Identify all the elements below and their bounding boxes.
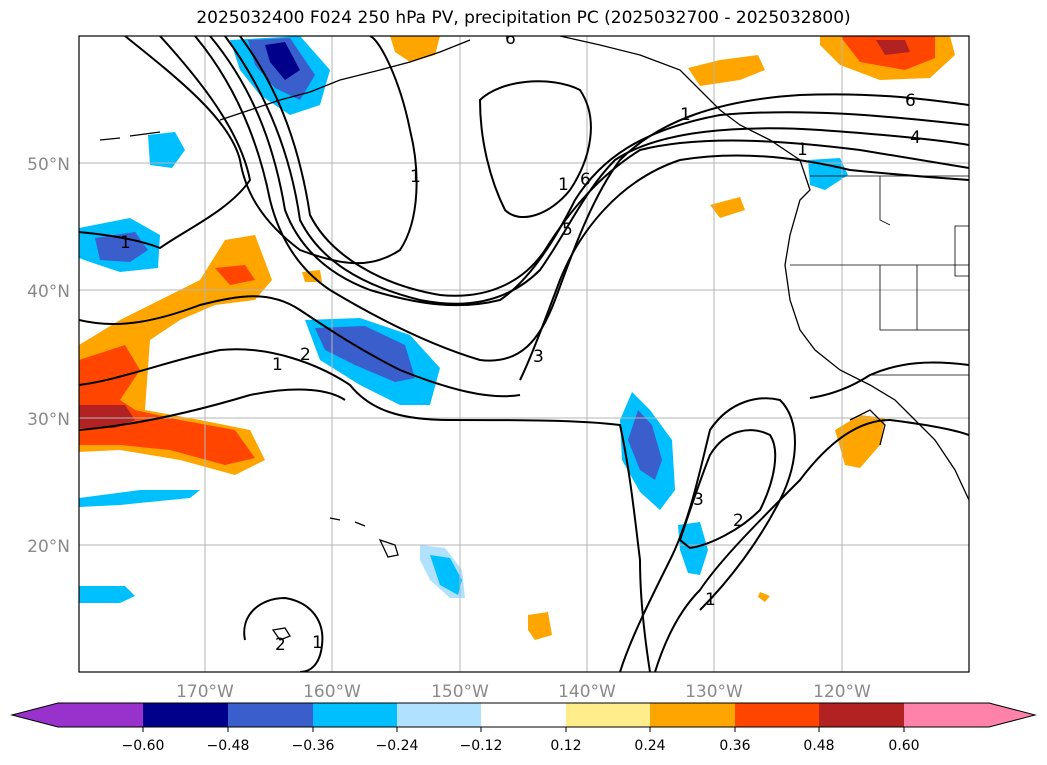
colorbar-ticks: [142, 727, 905, 732]
colorbar-segment: [228, 703, 313, 727]
precip-positive-peak: [79, 405, 135, 428]
colorbar-tick-label: −0.24: [376, 738, 419, 754]
lat-label: 20°N: [27, 537, 70, 557]
colorbar-segment: [650, 703, 735, 727]
contour-label: 6: [580, 170, 591, 190]
lat-labels: 50°N 40°N 30°N 20°N: [27, 155, 70, 557]
contour-label: 3: [533, 347, 544, 367]
contour-label: 1: [312, 633, 323, 653]
precip-positive-area: [835, 415, 885, 468]
colorbar-segment: [481, 703, 566, 727]
colorbar-tick-label: 0.12: [550, 738, 581, 754]
contour-label: 1: [410, 167, 421, 187]
lon-label: 170°W: [176, 682, 234, 702]
precip-positive-area: [758, 592, 770, 602]
contour-label: 1: [680, 105, 691, 125]
lat-label: 40°N: [27, 282, 70, 302]
state-borders: [790, 175, 969, 376]
pv-contours: [79, 36, 969, 672]
colorbar-tick-label: −0.36: [292, 738, 335, 754]
contour-label: 2: [275, 635, 286, 655]
colorbar-segment: [735, 703, 819, 727]
lon-label: 130°W: [685, 682, 743, 702]
lon-label: 150°W: [431, 682, 489, 702]
colorbar-tick-label: 0.60: [888, 738, 919, 754]
precip-positive-core: [215, 265, 255, 285]
precip-negative-area: [79, 490, 200, 507]
colorbar-segment: [58, 703, 143, 727]
colorbar-tick-label: 0.48: [803, 738, 834, 754]
contour-label: 6: [905, 91, 916, 111]
precip-positive-area: [710, 197, 745, 218]
colorbar-segment: [397, 703, 481, 727]
contour-label: 5: [562, 220, 573, 240]
colorbar-tick-label: −0.12: [460, 738, 503, 754]
precip-negative-area: [148, 132, 185, 168]
precip-negative-core: [315, 326, 415, 382]
contour-label: 1: [558, 175, 569, 195]
map-frame: [78, 35, 970, 673]
lon-label: 140°W: [558, 682, 616, 702]
coastlines: [99, 36, 969, 641]
colorbar-segment: [313, 703, 397, 727]
contour-label: 1: [705, 590, 716, 610]
lat-label: 30°N: [27, 410, 70, 430]
contour-label: 4: [910, 128, 921, 148]
colorbar-segment: [904, 703, 989, 727]
colorbar-segment: [143, 703, 228, 727]
precip-negative-area: [79, 586, 135, 603]
map-title: 2025032400 F024 250 hPa PV, precipitatio…: [196, 8, 851, 28]
colorbar-tick-label: 0.36: [719, 738, 750, 754]
colorbar-tick-label: 0.24: [634, 738, 665, 754]
colorbar-extend-low: [12, 703, 58, 727]
precip-positive-area: [528, 612, 552, 640]
colorbar-segment: [819, 703, 904, 727]
precip-positive-area: [688, 55, 765, 86]
precip-positive-peak: [876, 40, 910, 55]
colorbar-segment: [566, 703, 650, 727]
colorbar: −0.60 −0.48 −0.36 −0.24 −0.12 0.12 0.24 …: [10, 702, 1037, 754]
precip-negative-peak: [265, 42, 300, 80]
contour-label: 3: [693, 490, 704, 510]
contour-label: 1: [120, 233, 131, 253]
lat-label: 50°N: [27, 155, 70, 175]
contour-label: 1: [272, 355, 283, 375]
colorbar-extend-high: [989, 703, 1035, 727]
contour-label: 2: [733, 511, 744, 531]
contour-label: 1: [797, 140, 808, 160]
contour-label: 6: [505, 29, 516, 49]
contour-label-group: 1 1 1 1 1 1 1 1 2 2 2 3 3 4 5 6 6 6: [120, 29, 921, 655]
colorbar-outline: [10, 702, 1037, 728]
colorbar-tick-label: −0.60: [122, 738, 165, 754]
lon-labels: 170°W 160°W 150°W 140°W 130°W 120°W: [176, 682, 871, 702]
lon-label: 120°W: [813, 682, 871, 702]
graticule: [79, 36, 969, 672]
colorbar-tick-label: −0.48: [207, 738, 250, 754]
precip-negative-core: [430, 555, 462, 595]
precip-negative-area: [808, 158, 848, 190]
lon-label: 160°W: [303, 682, 361, 702]
contour-label: 2: [300, 345, 311, 365]
precip-negative-core: [628, 410, 662, 480]
